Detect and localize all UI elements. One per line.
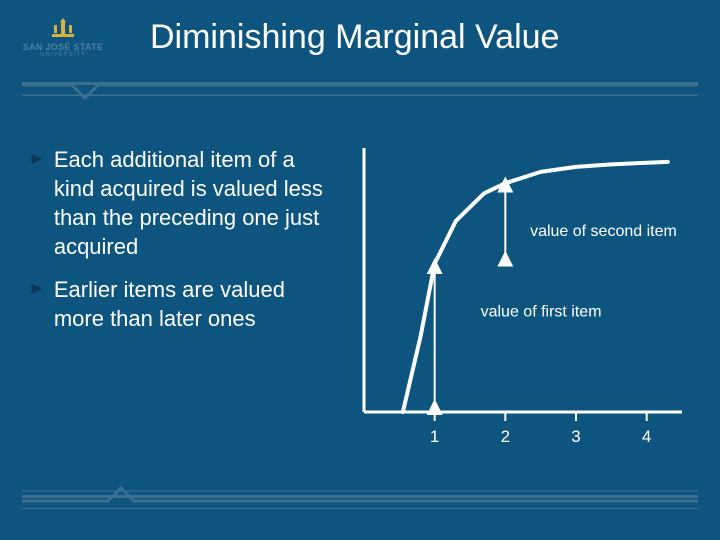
slide-title: Diminishing Marginal Value bbox=[150, 18, 559, 57]
list-item: ► Each additional item of a kind acquire… bbox=[28, 145, 328, 261]
divider-top bbox=[22, 82, 698, 96]
logo-text-sub: UNIVERSITY bbox=[18, 52, 108, 58]
divider-bottom bbox=[22, 495, 698, 509]
bullet-list: ► Each additional item of a kind acquire… bbox=[28, 145, 328, 347]
arrow-label: value of second item bbox=[530, 223, 677, 240]
value-curve bbox=[403, 162, 668, 412]
bullet-marker-icon: ► bbox=[28, 145, 46, 261]
bullet-text: Earlier items are valued more than later… bbox=[54, 275, 328, 333]
x-tick-label: 2 bbox=[501, 427, 510, 446]
x-tick-label: 4 bbox=[642, 427, 651, 446]
bullet-marker-icon: ► bbox=[28, 275, 46, 333]
x-tick-label: 1 bbox=[430, 427, 439, 446]
diminishing-value-chart: 1 2 3 4 value of first item value of second i… bbox=[350, 140, 690, 450]
bullet-text: Each additional item of a kind acquired … bbox=[54, 145, 328, 261]
x-tick-label: 3 bbox=[571, 427, 580, 446]
logo-text-main: SAN JOSÉ STATE bbox=[18, 42, 108, 52]
university-logo: SAN JOSÉ STATE UNIVERSITY bbox=[18, 18, 108, 58]
spartan-icon bbox=[49, 18, 77, 40]
arrow-label: value of first item bbox=[481, 303, 602, 320]
list-item: ► Earlier items are valued more than lat… bbox=[28, 275, 328, 333]
